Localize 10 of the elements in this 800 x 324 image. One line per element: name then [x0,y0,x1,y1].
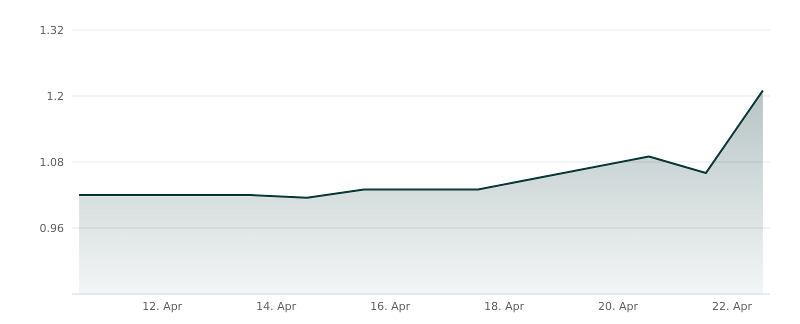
x-tick-label: 12. Apr [142,300,183,313]
x-tick-label: 14. Apr [256,300,297,313]
y-tick-label: 0.96 [40,222,64,235]
x-tick-label: 20. Apr [598,300,639,313]
y-tick-label: 1.08 [40,156,64,169]
x-tick-label: 18. Apr [484,300,525,313]
x-tick-label: 22. Apr [712,300,752,313]
x-tick-label: 16. Apr [370,300,411,313]
y-tick-label: 1.32 [40,24,64,37]
y-tick-label: 1.2 [46,90,64,103]
